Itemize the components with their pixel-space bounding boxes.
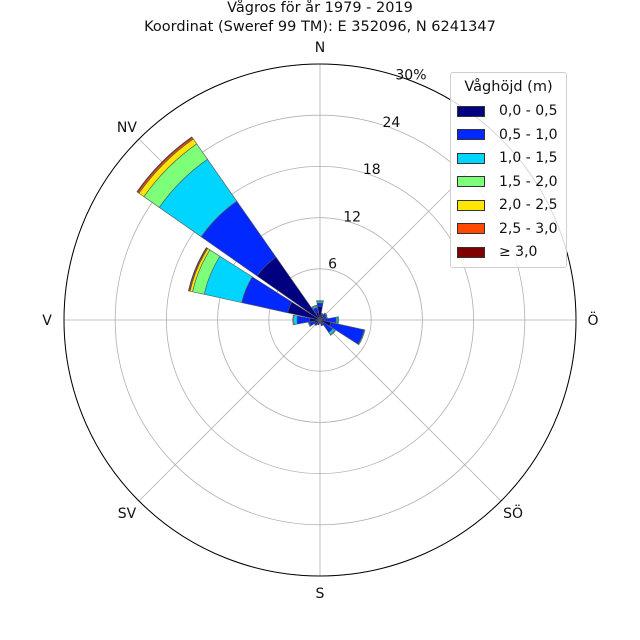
legend-item: 2,0 - 2,5 [457,196,557,214]
legend-swatch [457,246,485,258]
legend-item: 2,5 - 3,0 [457,220,557,238]
compass-label-sö: SÖ [503,504,523,522]
radial-tick-label: 24 [382,115,400,131]
compass-label-sv: SV [118,506,137,522]
legend-label: 1,5 - 2,0 [499,173,558,190]
bar-nnv-bin-4 [311,304,318,309]
legend-swatch [457,129,485,140]
chart-subtitle: Koordinat (Sweref 99 TM): E 352096, N 62… [144,19,496,35]
bar-vnv-bin-7 [188,247,208,292]
compass-label-s: S [316,586,325,602]
bar-ssö-bin-2 [320,322,324,327]
plot-border [63,63,577,577]
bar-n-bin-4 [316,300,324,302]
radial-gridline [138,319,321,502]
radial-tick-label: 6 [328,257,337,273]
legend-label: 1,0 - 1,5 [499,150,558,166]
legend-swatch [457,176,485,187]
legend-swatch [457,223,485,234]
legend: Våghöjd (m) 0,0 - 0,5 0,5 - 1,0 1,0 - 1,5 1… [450,72,567,268]
compass-label-ö: Ö [587,311,598,329]
legend-label: 0,5 - 1,0 [499,126,558,143]
legend-swatch [457,152,485,164]
compass-label-n: N [315,40,325,56]
ring-gridline [165,165,475,475]
legend-item: ≥ 3,0 [457,243,537,261]
bar-v-bin-4 [292,314,295,326]
legend-item: 0,0 - 0,5 [457,102,557,120]
ring-gridline [268,268,372,372]
bar-vsv-bin-3 [307,322,312,327]
bar-ösö-bin-3 [357,329,366,346]
bar-ö-bin-4 [337,316,340,324]
legend-swatch [457,199,485,211]
compass-label-v: V [42,313,52,329]
bar-nö-bin-3 [323,312,328,317]
legend-label: 2,0 - 2,5 [499,197,558,213]
ring-gridline [217,217,423,423]
legend-title: Våghöjd (m) [464,79,553,95]
bar-v-bin-3 [293,315,298,325]
legend-label: ≥ 3,0 [499,244,538,260]
bar-n-bin-2 [316,302,324,307]
legend-label: 0,0 - 0,5 [499,103,558,119]
legend-label: 2,5 - 3,0 [499,220,558,237]
radial-tick-label: 18 [363,162,381,178]
radial-tick-label: 12 [343,209,361,225]
legend-item: 1,0 - 1,5 [457,149,557,167]
radial-tick-label: 30% [395,67,426,83]
legend-item: 0,5 - 1,0 [457,126,557,144]
compass-label-nv: NV [117,120,137,136]
chart-title: Vågros för år 1979 - 2019 [227,0,413,16]
legend-swatch [457,105,485,117]
bar-sö-bin-4 [329,329,336,336]
ring-gridline [114,114,526,526]
radial-gridline [319,319,502,502]
legend-item: 1,5 - 2,0 [457,173,557,191]
bar-önö-bin-3 [325,315,328,319]
bar-nv-bin-7 [136,136,193,193]
